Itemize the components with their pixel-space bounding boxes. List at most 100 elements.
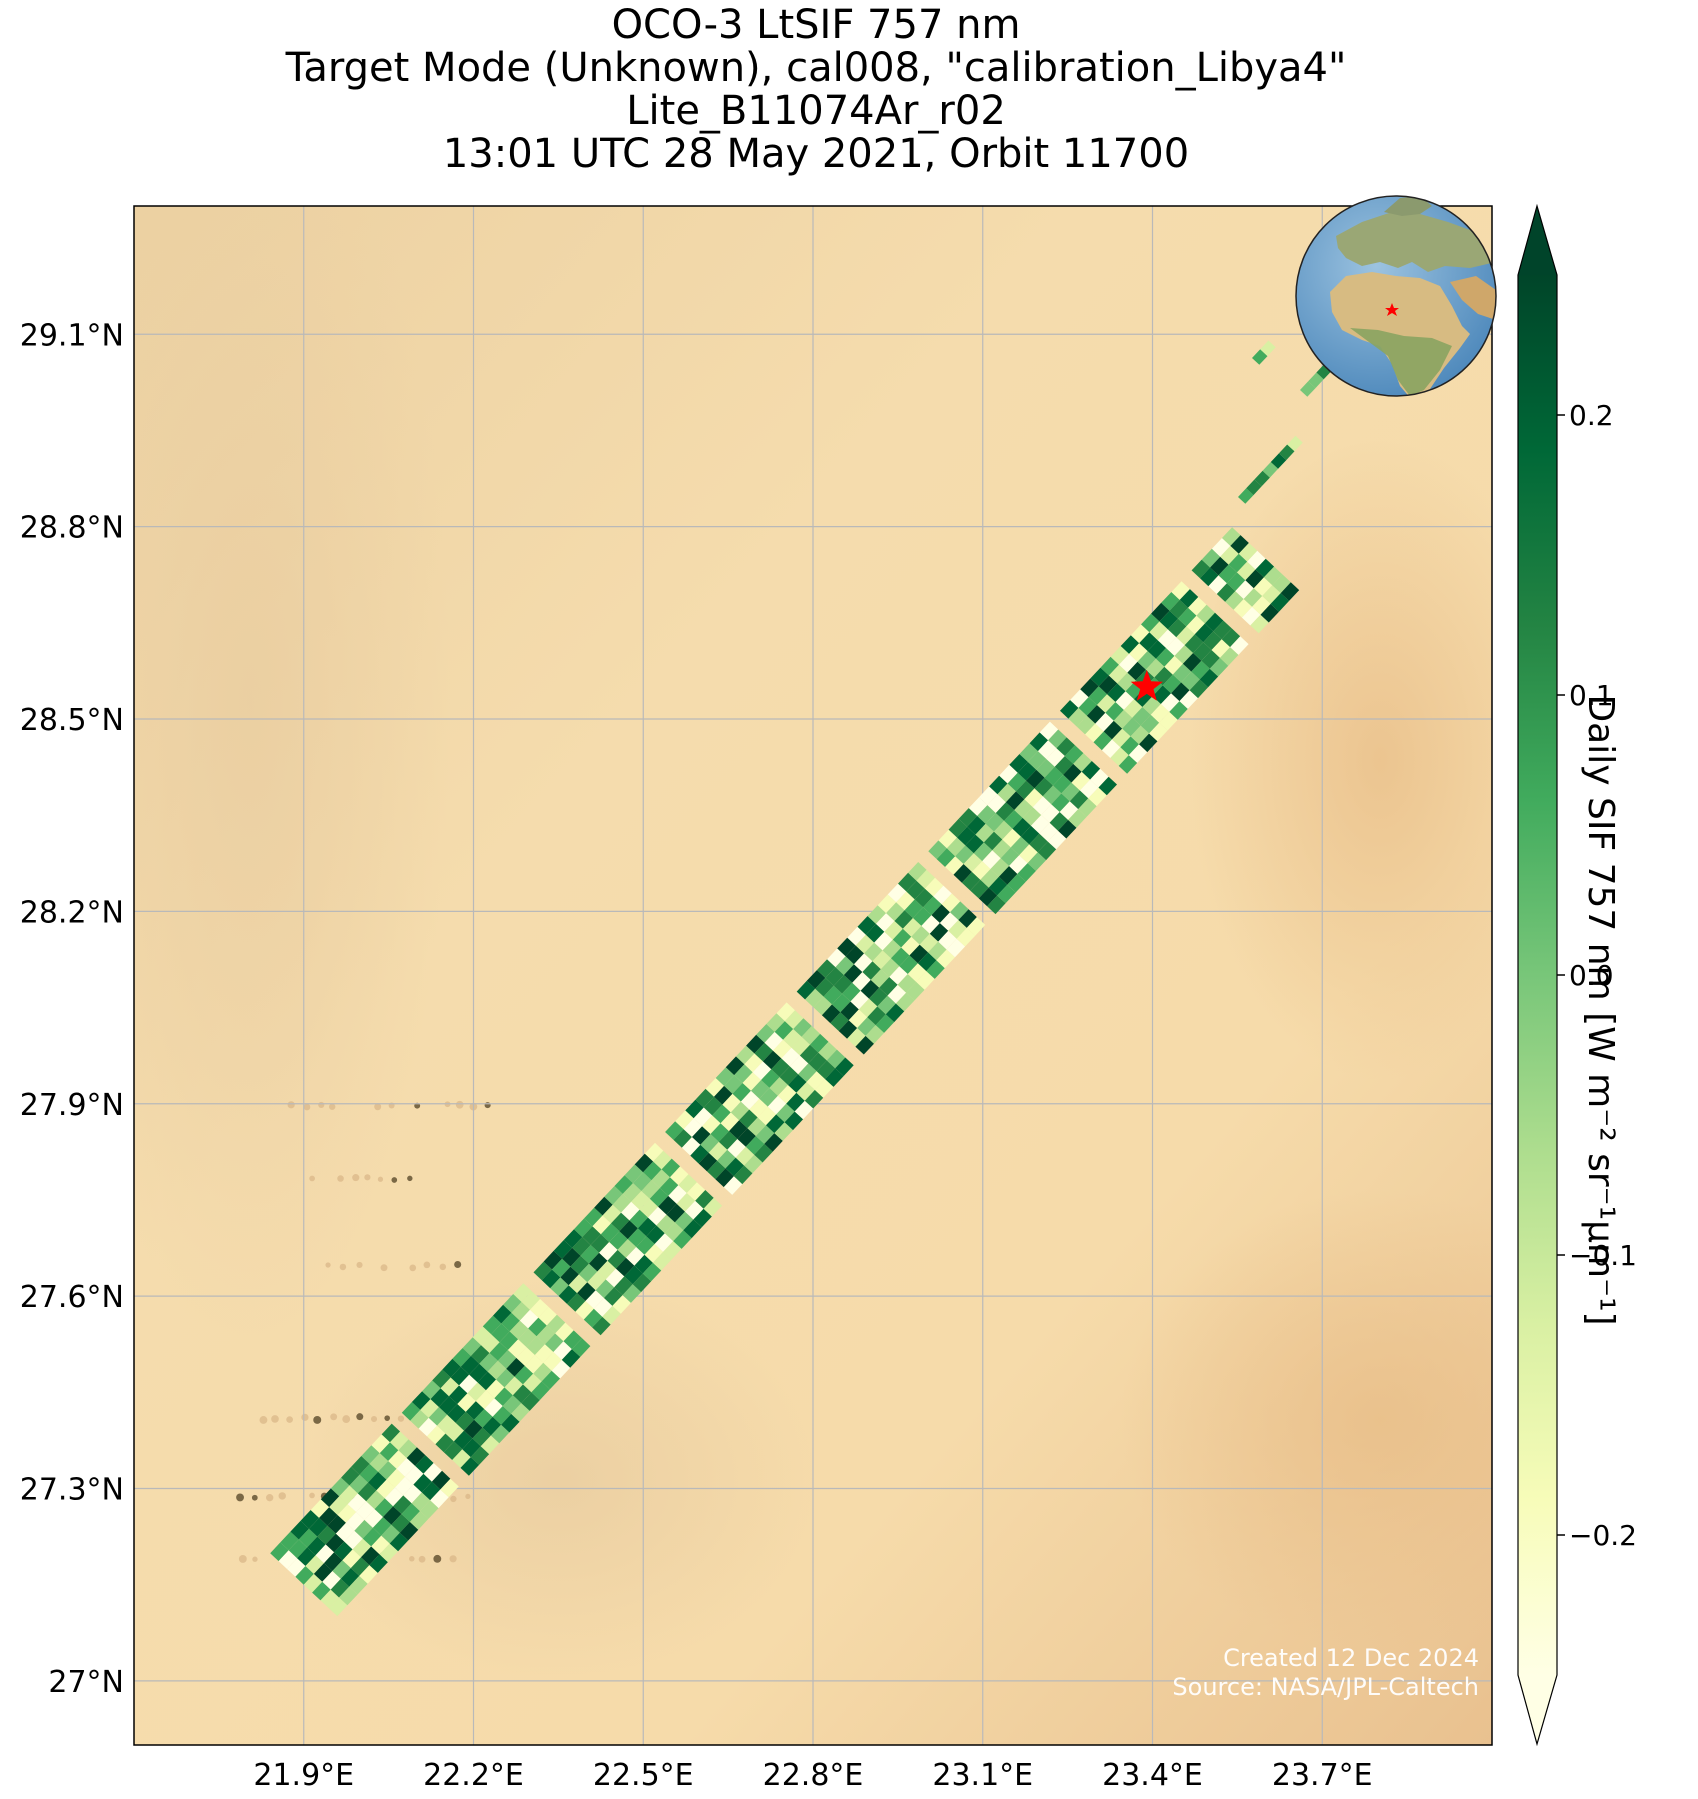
sif-sounding [1179, 690, 1198, 709]
sif-sounding [1166, 637, 1185, 656]
sif-sounding [411, 1391, 431, 1410]
sif-sounding [939, 912, 959, 931]
field-dot [286, 1416, 293, 1423]
sif-sounding [877, 995, 896, 1015]
sif-sounding [528, 1317, 547, 1337]
sif-sounding [1250, 614, 1269, 634]
sif-sounding [320, 1589, 339, 1609]
sif-sounding [508, 1339, 527, 1358]
sif-sounding [462, 1337, 482, 1356]
sif-sounding [898, 872, 917, 892]
sif-sounding [870, 969, 890, 988]
field-dot [439, 1263, 447, 1271]
sif-sounding [1038, 740, 1057, 759]
sif-sounding [346, 1512, 365, 1531]
field-dot [303, 1103, 311, 1111]
sif-sounding [374, 1498, 394, 1517]
sif-sounding [784, 1010, 804, 1029]
lon-tick-label: 23.4°E [1102, 1758, 1203, 1793]
sif-sounding [767, 1095, 787, 1115]
sif-sounding [398, 1439, 417, 1458]
sif-sounding [827, 948, 846, 968]
colorbar-tick-label: −0.2 [1569, 1519, 1637, 1552]
sif-sounding [854, 953, 873, 972]
sif-sounding [622, 1284, 642, 1303]
sif-sounding [663, 1241, 682, 1260]
sif-sounding [659, 1177, 679, 1196]
sif-sounding [523, 1373, 542, 1393]
sif-sounding [814, 1079, 834, 1098]
sif-sounding [457, 1393, 476, 1412]
field-dot [309, 1175, 315, 1182]
sif-sounding [359, 1463, 379, 1483]
sif-sounding [481, 1334, 500, 1353]
sif-sounding [602, 1305, 621, 1325]
sif-sounding [966, 917, 986, 936]
sif-sounding [1246, 479, 1262, 496]
lon-tick-label: 22.8°E [763, 1758, 864, 1793]
sif-sounding [1009, 855, 1028, 874]
sif-sounding [936, 848, 956, 867]
scandinavia-landmass [1384, 196, 1432, 216]
sif-sounding [695, 1190, 714, 1209]
sif-sounding [997, 783, 1016, 803]
sif-sounding [369, 1453, 389, 1472]
colorbar: 0.2 0.1 0.0 −0.1 −0.2 [1517, 203, 1637, 1747]
sif-sounding [423, 1463, 442, 1482]
field-dot [337, 1175, 344, 1182]
sif-sounding [641, 1180, 660, 1199]
sif-sounding [1208, 575, 1227, 594]
sif-sounding [806, 1071, 826, 1090]
field-dot [409, 1264, 417, 1272]
sif-sounding [450, 1366, 470, 1386]
sif-sounding [589, 1252, 608, 1272]
field-dot [433, 1554, 442, 1563]
sif-sounding [1076, 715, 1096, 735]
colorbar-tick-label: 0.1 [1569, 679, 1614, 712]
sif-sounding [983, 831, 1003, 851]
sif-sounding [550, 1277, 569, 1296]
sif-sounding [837, 937, 856, 957]
sif-sounding [435, 1433, 454, 1453]
sif-sounding [875, 1014, 895, 1033]
sif-sounding [1068, 707, 1087, 727]
sif-sounding [953, 864, 972, 883]
sif-sounding [340, 1568, 360, 1587]
sif-sounding [774, 1122, 793, 1141]
sif-sounding [740, 1090, 760, 1110]
sif-sounding [1238, 488, 1254, 504]
sif-sounding [421, 1481, 441, 1501]
sif-sounding [1056, 737, 1075, 756]
sif-sounding [555, 1322, 574, 1342]
field-dot [339, 1263, 347, 1271]
sif-sounding [804, 1089, 824, 1109]
sif-sounding [1220, 545, 1239, 565]
sif-sounding [708, 1141, 728, 1161]
sif-sounding [887, 984, 907, 1004]
sif-sounding [634, 1254, 653, 1274]
sif-sounding [970, 879, 989, 899]
sif-sounding [1042, 785, 1062, 805]
sif-sounding [504, 1376, 523, 1396]
sif-sounding [533, 1261, 552, 1281]
sif-sounding [957, 826, 976, 846]
sif-sounding [876, 913, 895, 932]
sif-sounding [552, 1258, 571, 1278]
field-dot [397, 1415, 405, 1422]
sif-sounding [1061, 782, 1080, 802]
sif-sounding [1178, 607, 1197, 627]
sif-sounding [1078, 697, 1097, 716]
sif-sounding [577, 1282, 596, 1301]
sif-sounding [754, 1143, 773, 1163]
target-marker [1130, 669, 1163, 701]
sif-sounding [443, 1441, 463, 1460]
sif-sounding [1029, 833, 1048, 853]
sif-sounding [938, 829, 957, 849]
sif-sounding [1007, 772, 1027, 792]
sif-sounding [1182, 653, 1202, 672]
sif-sounding [1103, 720, 1123, 740]
sif-sounding [1060, 700, 1079, 719]
sif-sounding [938, 930, 957, 950]
sif-sounding [553, 1240, 573, 1259]
sif-sounding [430, 1388, 449, 1407]
